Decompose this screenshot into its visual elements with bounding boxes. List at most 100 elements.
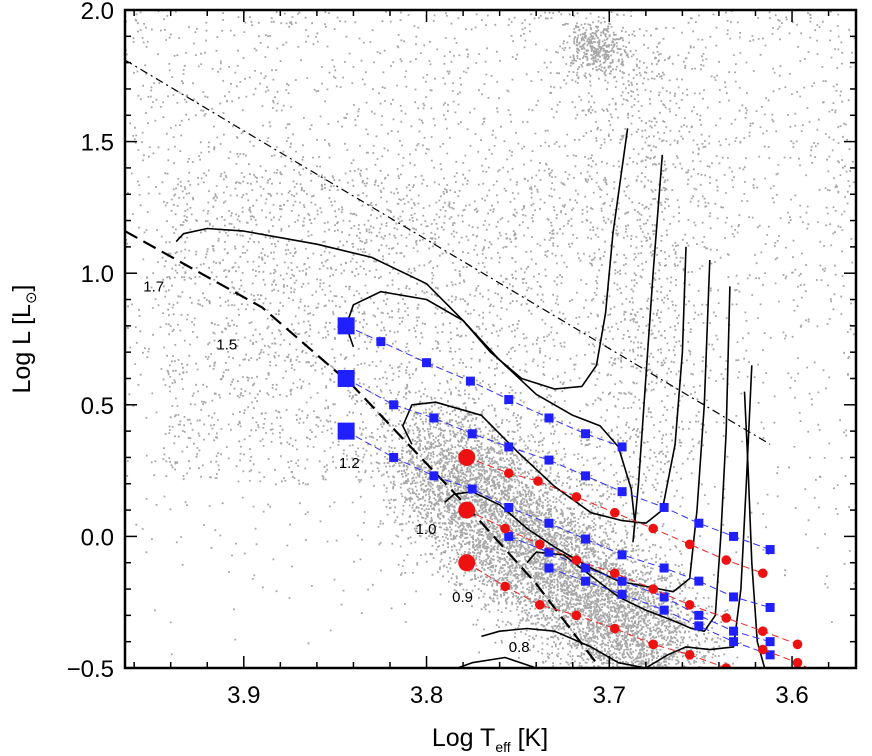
track-label: 1.0 (416, 521, 437, 538)
red-circles-marker (648, 639, 658, 650)
blue-squares-guide-line (345, 430, 771, 608)
track-0.8 (481, 365, 753, 668)
blue-squares-marker (729, 592, 739, 602)
red-circles-guide-line (466, 509, 798, 645)
blue-squares-marker (765, 545, 775, 555)
red-circles-marker (571, 492, 582, 502)
blue-squares-marker (544, 547, 554, 557)
red-circles-guide-line (466, 562, 727, 668)
x-tick-label: 3.8 (410, 682, 443, 709)
red-circles-marker (500, 581, 510, 592)
dash-dot-line (125, 59, 771, 445)
blue-squares-marker (581, 576, 591, 586)
evolution-tracks (175, 128, 766, 668)
track-label: 0.8 (509, 639, 530, 656)
track-label: 1.5 (216, 337, 237, 354)
blue-squares-marker (504, 395, 514, 405)
blue-squares-marker (467, 484, 477, 494)
background-star-field (125, 10, 856, 668)
blue-squares-marker (544, 563, 554, 573)
blue-squares-marker (544, 455, 554, 465)
background-stars (125, 10, 856, 668)
red-circles-anchor-marker (458, 501, 476, 519)
blue-squares-marker (376, 337, 386, 347)
red-circles-marker (684, 650, 695, 660)
red-circles-marker (503, 468, 514, 479)
blue-squares-marker (729, 637, 739, 647)
blue-squares-marker (465, 376, 475, 386)
red-circles-marker (535, 600, 545, 610)
y-axis-title: Log L [L⊙] (8, 285, 40, 394)
blue-squares-marker (694, 576, 704, 586)
y-tick-label: −0.5 (67, 656, 114, 683)
y-tick-label: 2.0 (81, 0, 114, 25)
red-circles-marker (533, 476, 543, 486)
red-circles-anchor-marker (458, 554, 476, 572)
track-label: 0.9 (452, 589, 473, 606)
blue-squares-marker (659, 563, 669, 573)
y-tick-label: 1.5 (81, 130, 114, 157)
blue-squares-marker (581, 534, 591, 544)
blue-squares-marker (729, 626, 739, 636)
blue-squares-marker (581, 471, 591, 481)
track-0.8-low (457, 656, 537, 668)
y-tick-label: 0.5 (81, 393, 114, 420)
blue-squares-marker (694, 518, 704, 528)
track-0.9 (526, 286, 731, 632)
x-tick-label: 3.7 (593, 682, 626, 709)
red-circles-marker (648, 584, 658, 594)
reference-lines (125, 59, 771, 668)
blue-squares-marker (544, 413, 554, 423)
track-1.5 (345, 154, 664, 543)
red-circles-marker (757, 626, 768, 636)
x-tick-label: 3.6 (775, 682, 808, 709)
y-tick-label: 0.0 (81, 524, 114, 551)
zams-dashed-line (125, 230, 601, 668)
x-tick-label: 3.9 (227, 682, 260, 709)
blue-squares-anchor-marker (337, 369, 355, 387)
track-1.7 (175, 128, 629, 390)
red-circles-anchor-marker (458, 448, 476, 466)
blue-squares-marker (617, 487, 627, 497)
blue-squares-marker (504, 502, 514, 512)
blue-squares-marker (544, 518, 554, 528)
data-series (337, 317, 834, 684)
red-circles-marker (721, 613, 732, 623)
red-circles-marker (609, 623, 620, 634)
blue-squares-marker (659, 592, 669, 602)
blue-squares-marker (617, 442, 627, 452)
blue-squares-marker (617, 550, 627, 560)
blue-squares-marker (765, 637, 775, 647)
blue-squares-marker (765, 650, 775, 660)
red-circles-marker (609, 507, 620, 518)
blue-squares-marker (729, 531, 739, 541)
blue-squares-marker (694, 610, 704, 620)
blue-squares-marker (659, 605, 669, 615)
blue-squares-marker (617, 576, 627, 586)
blue-squares-marker (504, 531, 514, 541)
red-circles-marker (792, 639, 803, 650)
blue-squares-guide-line (345, 325, 623, 448)
blue-squares-marker (467, 429, 477, 439)
red-circles-marker (571, 610, 582, 621)
blue-squares-marker (389, 400, 399, 410)
blue-squares-guide-line (508, 535, 771, 643)
track-label: 1.7 (143, 279, 164, 296)
blue-squares-marker (429, 471, 439, 481)
red-circles-marker (824, 674, 834, 684)
y-tick-label: 1.0 (81, 261, 114, 288)
blue-squares-marker (617, 589, 627, 599)
x-axis-title: Log Teff [K] (432, 724, 548, 755)
blue-squares-marker (581, 429, 591, 439)
blue-squares-marker (504, 442, 514, 452)
blue-squares-marker (389, 452, 399, 462)
red-circles-marker (721, 555, 732, 565)
blue-squares-marker (422, 358, 432, 368)
axis-ticks: 3.9 3.8 3.7 3.6 2.0 1.5 1.0 0.5 0.0 −0.5 (67, 0, 856, 709)
red-circles-marker (684, 539, 695, 550)
blue-squares-marker (765, 602, 775, 612)
red-circles-marker (609, 568, 620, 579)
red-circles-marker (792, 657, 803, 668)
red-circles-marker (757, 568, 768, 579)
